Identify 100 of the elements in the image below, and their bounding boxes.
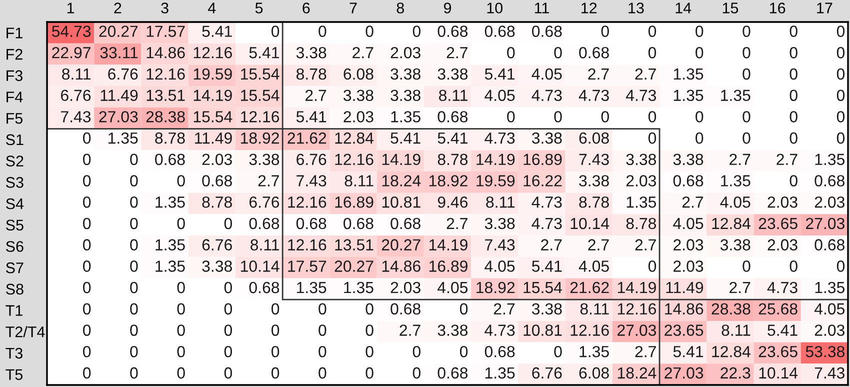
y-tick-label: F4 [6,92,23,102]
data-label: 0 [272,324,280,336]
data-label: 0 [790,26,798,37]
data-label: 6.76 [202,239,232,250]
data-label: 4.05 [720,196,750,208]
data-label: 23.65 [758,218,798,230]
data-label: 3.38 [532,132,562,144]
data-label: 0 [83,132,91,144]
data-label: 0.68 [484,346,515,358]
data-label: 1.35 [156,239,185,250]
data-label: 12.16 [288,239,326,250]
data-label: 3.38 [296,47,326,58]
data-label: 0 [318,324,326,336]
data-label: 11.49 [195,132,232,144]
data-label: 6.76 [108,68,138,80]
data-label: 23.65 [664,324,704,336]
data-label: 0 [83,367,91,379]
data-label: 0 [742,47,750,58]
data-label: 0.68 [532,26,562,37]
data-label: 0.68 [296,218,326,230]
data-label: 0 [177,282,185,294]
data-label: 0 [83,218,91,230]
data-label: 2.7 [305,90,326,101]
x-tick-label: 14 [676,2,692,14]
data-label: 5.41 [484,68,515,80]
data-label: 33.11 [100,47,138,58]
data-label: 1.35 [485,367,515,379]
data-label: 0 [177,324,185,336]
data-label: 7.43 [814,367,844,379]
data-label: 0 [742,68,750,80]
data-label: 3.38 [249,154,280,166]
data-label: 14.19 [476,154,515,166]
x-tick-label: 16 [770,2,786,14]
data-label: 0 [272,26,280,37]
data-label: 1.35 [815,154,845,166]
data-label: 0 [130,196,138,208]
data-label: 0 [177,218,185,230]
data-label: 1.35 [344,282,374,294]
x-tick-label: 9 [444,2,452,14]
data-label: 5.41 [202,26,232,37]
data-label: 18.92 [241,132,279,144]
data-label: 13.51 [146,90,185,102]
data-label: 3.38 [438,68,468,80]
data-label: 27.03 [806,218,844,230]
data-label: 54.73 [52,26,91,37]
data-label: 16.89 [524,154,562,166]
data-label: 3.38 [484,218,515,230]
data-label: 2.7 [541,239,562,250]
data-label: 2.03 [390,47,420,58]
data-label: 0 [366,324,374,336]
data-label: 8.78 [155,132,185,144]
data-label: 0.68 [249,218,280,230]
data-label: 14.19 [382,154,420,166]
data-label: 8.78 [296,68,326,80]
x-tick-label: 8 [396,2,404,14]
data-label: 16.22 [524,175,562,186]
data-label: 0 [601,111,609,122]
data-label: 6.76 [249,196,280,208]
data-label: 0.68 [438,26,468,37]
data-label: 8.11 [62,68,91,80]
data-label: 0 [460,303,468,315]
data-label: 0 [130,346,138,358]
data-label: 22.3 [720,367,750,379]
x-tick-label: 6 [302,2,310,14]
data-label: 0 [224,367,232,379]
data-label: 6.08 [344,68,374,80]
data-label: 1.35 [674,90,704,102]
data-label: 0 [648,260,656,272]
data-label: 12.16 [335,154,374,166]
data-label: 6.76 [532,367,562,379]
data-label: 0 [366,303,374,315]
data-label: 0.68 [202,175,232,186]
data-label: 14.86 [146,47,185,58]
data-label: 0.68 [344,218,374,230]
data-label: 2.7 [400,324,420,336]
data-label: 2.7 [588,239,609,250]
y-tick-label: S6 [6,241,24,252]
data-label: 28.38 [146,111,185,122]
data-label: 28.38 [712,303,750,315]
data-label: 2.03 [674,239,704,250]
data-label: 12.16 [618,303,656,315]
data-label: 12.16 [570,324,609,336]
data-label: 0 [130,154,138,166]
x-tick-label: 10 [487,2,503,14]
data-label: 4.73 [532,218,562,230]
data-label: 0 [836,260,845,272]
data-label: 2.03 [674,260,704,272]
data-label: 3.38 [673,154,704,166]
data-label: 4.73 [484,324,515,336]
data-label: 0 [836,68,845,80]
data-label: 2.7 [730,154,750,165]
data-label: 0 [366,367,374,379]
data-label: 14.19 [618,282,656,294]
data-label: 6.08 [579,132,609,144]
data-label: 0 [836,47,845,58]
data-label: 2.7 [352,47,374,58]
data-label: 5.41 [249,47,279,58]
data-label: 4.73 [532,196,562,208]
data-label: 18.24 [382,175,421,186]
data-label: 11.49 [100,90,138,102]
